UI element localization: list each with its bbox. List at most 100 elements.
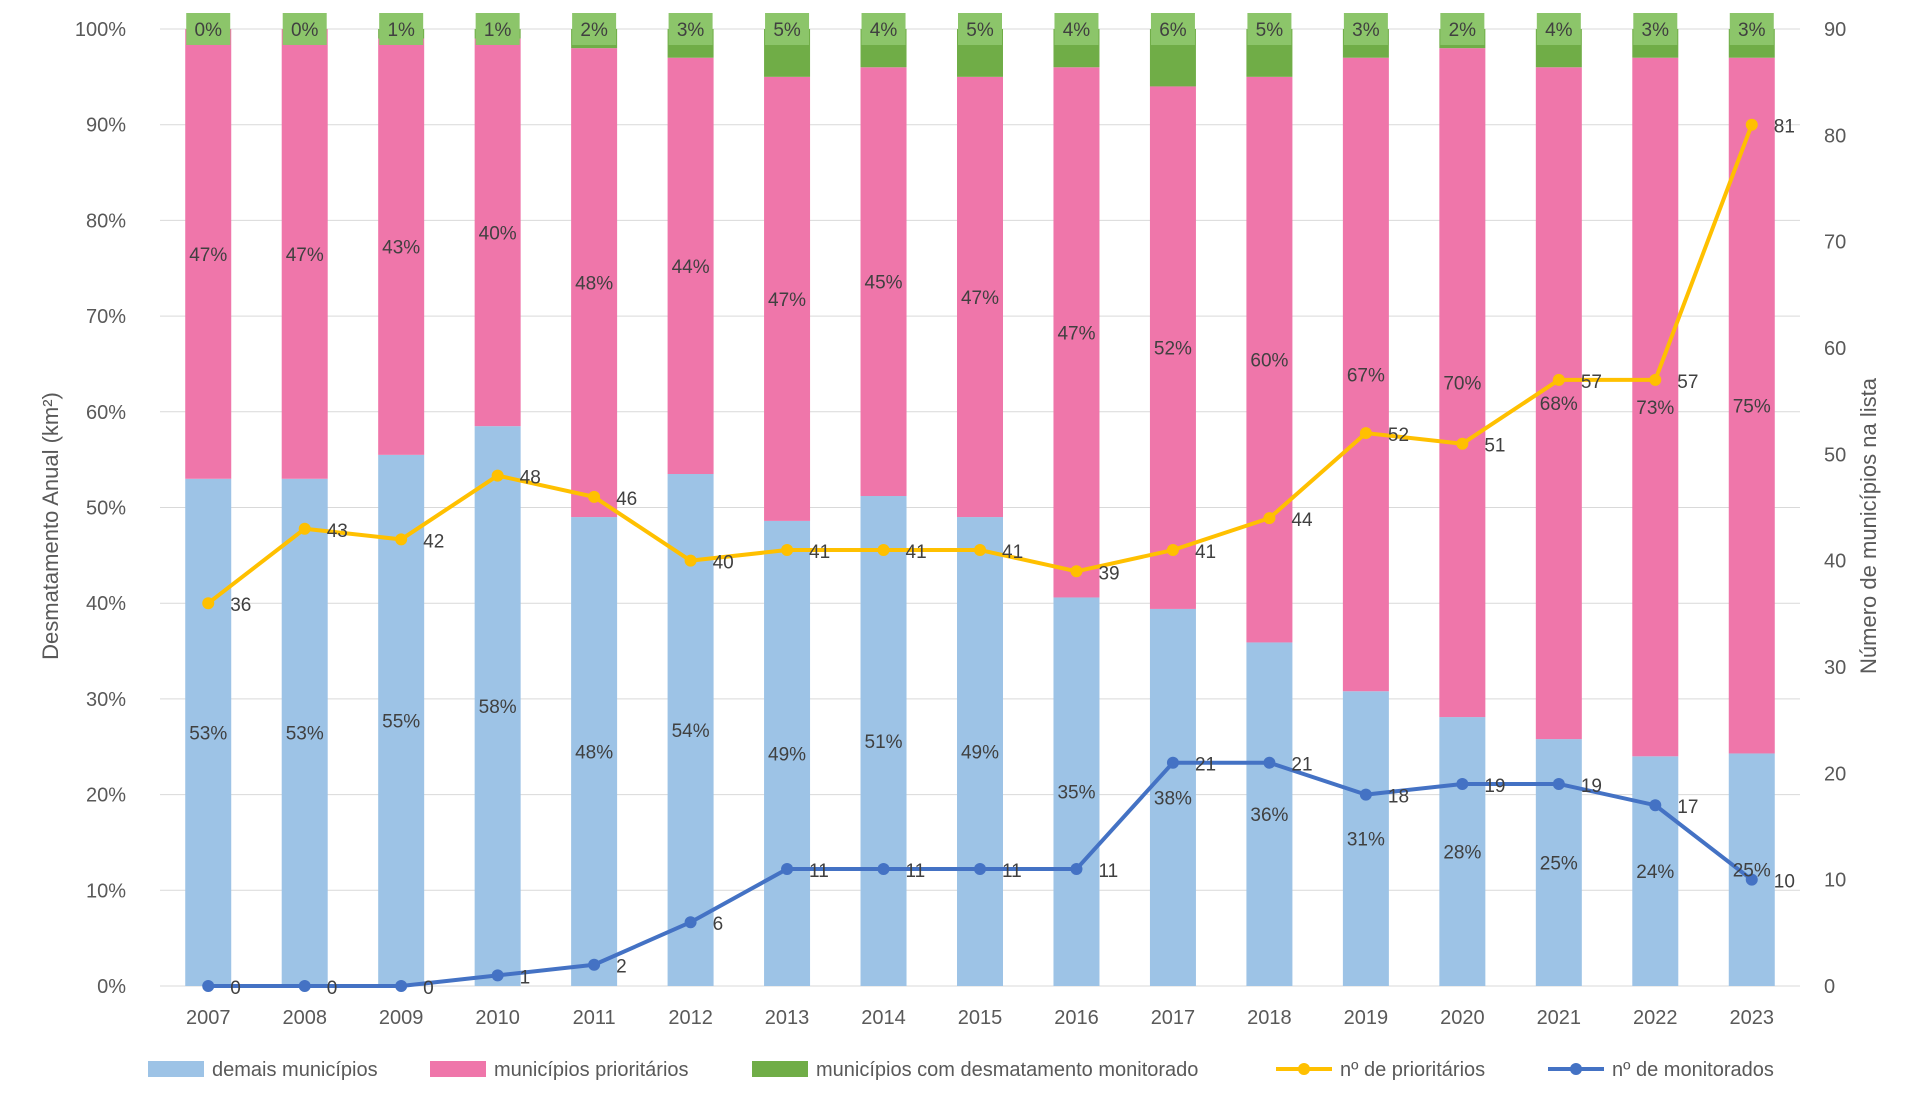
y2-tick-label: 40 bbox=[1824, 551, 1846, 573]
bar-label: 28% bbox=[1443, 843, 1481, 864]
y-tick-label: 60% bbox=[86, 402, 126, 424]
x-tick-label: 2011 bbox=[573, 1007, 616, 1029]
bar-label-box bbox=[282, 13, 327, 45]
line-label: 41 bbox=[906, 542, 927, 563]
bar-label-box bbox=[572, 13, 617, 45]
bar-segment bbox=[764, 520, 811, 986]
bar-label: 70% bbox=[1443, 374, 1481, 395]
x-tick-label: 2023 bbox=[1730, 1007, 1775, 1029]
line-point bbox=[1070, 565, 1083, 578]
bar-segment bbox=[1439, 717, 1486, 986]
line-point bbox=[1359, 788, 1372, 801]
bar-label: 5% bbox=[966, 20, 994, 41]
line-label: 81 bbox=[1774, 117, 1795, 138]
line-label: 41 bbox=[809, 542, 830, 563]
bar-label: 24% bbox=[1636, 862, 1674, 883]
y2-tick-label: 70 bbox=[1824, 232, 1846, 254]
bar-label: 47% bbox=[768, 290, 806, 311]
line-label: 40 bbox=[713, 553, 734, 574]
line-point bbox=[1649, 373, 1662, 386]
line-label: 11 bbox=[1002, 861, 1022, 882]
x-tick-label: 2015 bbox=[958, 1007, 1003, 1029]
y-tick-label: 90% bbox=[86, 115, 126, 137]
bar-label: 3% bbox=[1352, 20, 1380, 41]
line-point bbox=[1070, 863, 1083, 876]
bar-label-box bbox=[765, 13, 810, 45]
line-point bbox=[491, 469, 504, 482]
legend-label: nº de monitorados bbox=[1612, 1059, 1774, 1081]
line-point bbox=[1263, 756, 1276, 769]
line-label: 19 bbox=[1581, 776, 1602, 797]
line-point bbox=[1745, 873, 1758, 886]
bar-segment bbox=[281, 29, 328, 479]
bar-label: 52% bbox=[1154, 339, 1192, 360]
bar-label: 67% bbox=[1347, 365, 1385, 386]
bar-label: 49% bbox=[961, 743, 999, 764]
bar-label: 0% bbox=[291, 20, 319, 41]
bar-segment bbox=[667, 57, 714, 475]
line-label: 57 bbox=[1581, 372, 1602, 393]
line-point bbox=[1359, 427, 1372, 440]
line-label: 48 bbox=[520, 468, 541, 489]
x-tick-label: 2017 bbox=[1151, 1007, 1196, 1029]
line-label: 6 bbox=[713, 914, 724, 935]
legend-swatch bbox=[430, 1061, 486, 1077]
line-point bbox=[491, 969, 504, 982]
line-label: 44 bbox=[1291, 510, 1313, 531]
bar-segment bbox=[1342, 57, 1389, 692]
bar-segment bbox=[860, 67, 907, 497]
bar-label: 25% bbox=[1540, 854, 1578, 875]
bar-segment bbox=[860, 496, 907, 986]
y2-axis-title: Número de municípios na lista bbox=[1856, 377, 1881, 674]
x-tick-label: 2022 bbox=[1633, 1007, 1678, 1029]
bar-label-box bbox=[379, 13, 424, 45]
bar-segment bbox=[1439, 48, 1486, 718]
bar-label: 53% bbox=[286, 723, 324, 744]
line-point bbox=[1456, 777, 1469, 790]
bar-label-box bbox=[1633, 13, 1678, 45]
y-tick-label: 40% bbox=[86, 593, 126, 615]
bar-label-box bbox=[668, 13, 713, 45]
line-point bbox=[395, 533, 408, 546]
line-point bbox=[588, 490, 601, 503]
bar-label: 47% bbox=[189, 245, 227, 266]
bar-segment bbox=[1632, 57, 1679, 757]
bar-label-box bbox=[958, 13, 1002, 45]
bar-segment bbox=[1149, 86, 1196, 609]
bar-label: 47% bbox=[961, 288, 999, 309]
bar-label: 5% bbox=[1256, 20, 1284, 41]
bar-label: 44% bbox=[672, 257, 710, 278]
y2-tick-label: 0 bbox=[1824, 976, 1835, 998]
bar-label: 53% bbox=[189, 723, 227, 744]
line-point bbox=[877, 544, 890, 557]
y-tick-label: 20% bbox=[86, 785, 126, 807]
bar-label: 48% bbox=[575, 743, 613, 764]
line-label: 19 bbox=[1484, 776, 1505, 797]
legend-swatch bbox=[752, 1061, 808, 1077]
x-tick-label: 2016 bbox=[1054, 1007, 1099, 1029]
line-point bbox=[395, 980, 408, 992]
bar-segment bbox=[185, 29, 232, 479]
y-tick-label: 80% bbox=[86, 210, 126, 232]
y-tick-label: 10% bbox=[86, 880, 126, 902]
line-label: 11 bbox=[906, 861, 926, 882]
data-labels: 53% 47% 0% 53% 47% 0% 55% 43% 1% 58% 40% 1% 48% 48% 2%… bbox=[186, 13, 1795, 999]
line-label: 2 bbox=[616, 957, 627, 978]
y-tick-label: 30% bbox=[86, 689, 126, 711]
line-point bbox=[974, 544, 986, 557]
bar-label: 75% bbox=[1733, 397, 1771, 418]
line-point bbox=[1166, 544, 1179, 557]
bar-segment bbox=[1053, 597, 1100, 986]
bar-label-box bbox=[1536, 13, 1581, 45]
line-label: 42 bbox=[423, 531, 444, 552]
bar-label: 43% bbox=[382, 238, 420, 259]
bar-label: 48% bbox=[575, 274, 613, 295]
y-axis-title: Desmatamento Anual (km²) bbox=[38, 392, 63, 660]
legend-marker bbox=[1570, 1063, 1582, 1075]
line-label: 17 bbox=[1677, 797, 1698, 818]
line-label: 10 bbox=[1774, 872, 1795, 893]
x-tick-label: 2014 bbox=[861, 1007, 906, 1029]
bar-label: 3% bbox=[677, 20, 705, 41]
y2-tick-label: 10 bbox=[1824, 870, 1846, 892]
line-point bbox=[202, 597, 215, 610]
